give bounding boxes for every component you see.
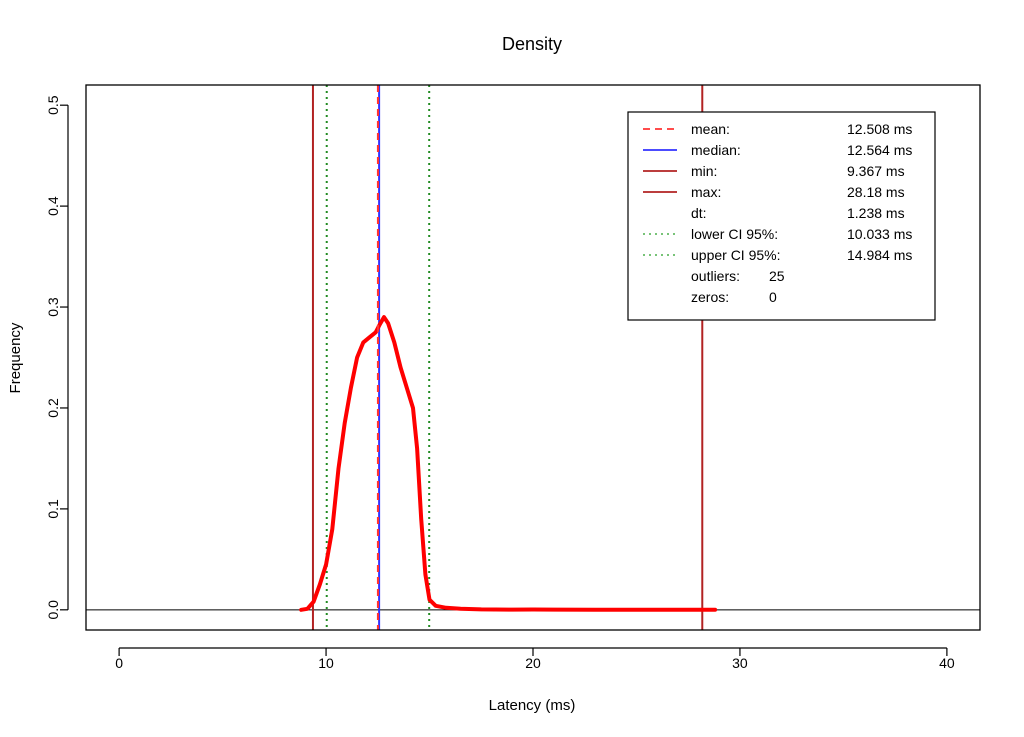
y-tick-label: 0.2 [45, 398, 61, 418]
legend-label: dt: [691, 205, 707, 221]
legend-value: 25 [769, 268, 785, 284]
legend-label: min: [691, 163, 717, 179]
y-tick-label: 0.5 [45, 95, 61, 115]
legend-value: 12.508 ms [847, 121, 912, 137]
legend-value: 1.238 ms [847, 205, 905, 221]
legend-value: 0 [769, 289, 777, 305]
legend-label: zeros: [691, 289, 729, 305]
y-tick-label: 0.0 [45, 600, 61, 620]
legend-label: median: [691, 142, 741, 158]
x-tick-label: 30 [732, 655, 748, 671]
y-axis-label: Frequency [7, 322, 24, 393]
legend-value: 10.033 ms [847, 226, 912, 242]
legend-value: 28.18 ms [847, 184, 905, 200]
density-series [299, 85, 718, 630]
density-curve [299, 315, 718, 612]
legend-value: 14.984 ms [847, 247, 912, 263]
y-tick-label: 0.4 [45, 196, 61, 216]
legend-label: lower CI 95%: [691, 226, 778, 242]
x-tick-label: 40 [939, 655, 955, 671]
legend-box [627, 111, 936, 321]
legend: mean: 12.508 ms median: 12.564 ms min: 9.367 … [627, 111, 936, 321]
legend-value: 12.564 ms [847, 142, 912, 158]
legend-label: upper CI 95%: [691, 247, 781, 263]
legend-label: max: [691, 184, 721, 200]
x-tick-label: 20 [525, 655, 541, 671]
x-tick-label: 10 [318, 655, 334, 671]
x-axis-label: Latency (ms) [489, 697, 576, 714]
legend-value: 9.367 ms [847, 163, 905, 179]
y-tick-label: 0.3 [45, 297, 61, 317]
x-tick-label: 0 [115, 655, 123, 671]
plot-frame [85, 84, 981, 631]
chart-title: Density [502, 34, 562, 54]
legend-label: mean: [691, 121, 730, 137]
y-tick-label: 0.1 [45, 499, 61, 519]
legend-label: outliers: [691, 268, 740, 284]
